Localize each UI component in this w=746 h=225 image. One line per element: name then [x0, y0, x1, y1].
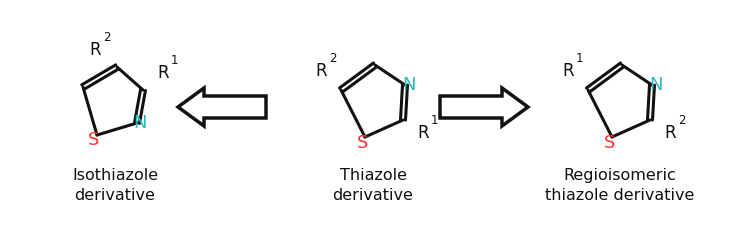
- Text: N: N: [649, 76, 662, 94]
- Text: N: N: [134, 113, 147, 131]
- Polygon shape: [178, 89, 266, 126]
- Text: derivative: derivative: [75, 188, 155, 203]
- Text: 2: 2: [103, 31, 110, 44]
- Text: derivative: derivative: [333, 188, 413, 203]
- Text: Thiazole: Thiazole: [339, 168, 407, 183]
- Polygon shape: [440, 89, 528, 126]
- Text: 2: 2: [329, 52, 336, 65]
- Text: R: R: [157, 64, 169, 82]
- Text: 2: 2: [678, 113, 686, 126]
- Text: R: R: [664, 124, 676, 141]
- Text: Isothiazole: Isothiazole: [72, 168, 158, 183]
- Text: S: S: [357, 133, 369, 151]
- Text: 1: 1: [576, 52, 583, 65]
- Text: N: N: [402, 76, 416, 94]
- Text: Regioisomeric: Regioisomeric: [564, 168, 677, 183]
- Text: S: S: [604, 133, 615, 151]
- Text: R: R: [90, 41, 101, 59]
- Text: 1: 1: [171, 54, 178, 67]
- Text: R: R: [417, 124, 429, 141]
- Text: R: R: [316, 62, 327, 80]
- Text: S: S: [88, 130, 100, 148]
- Text: R: R: [562, 62, 574, 80]
- Text: 1: 1: [431, 113, 439, 126]
- Text: thiazole derivative: thiazole derivative: [545, 188, 695, 203]
